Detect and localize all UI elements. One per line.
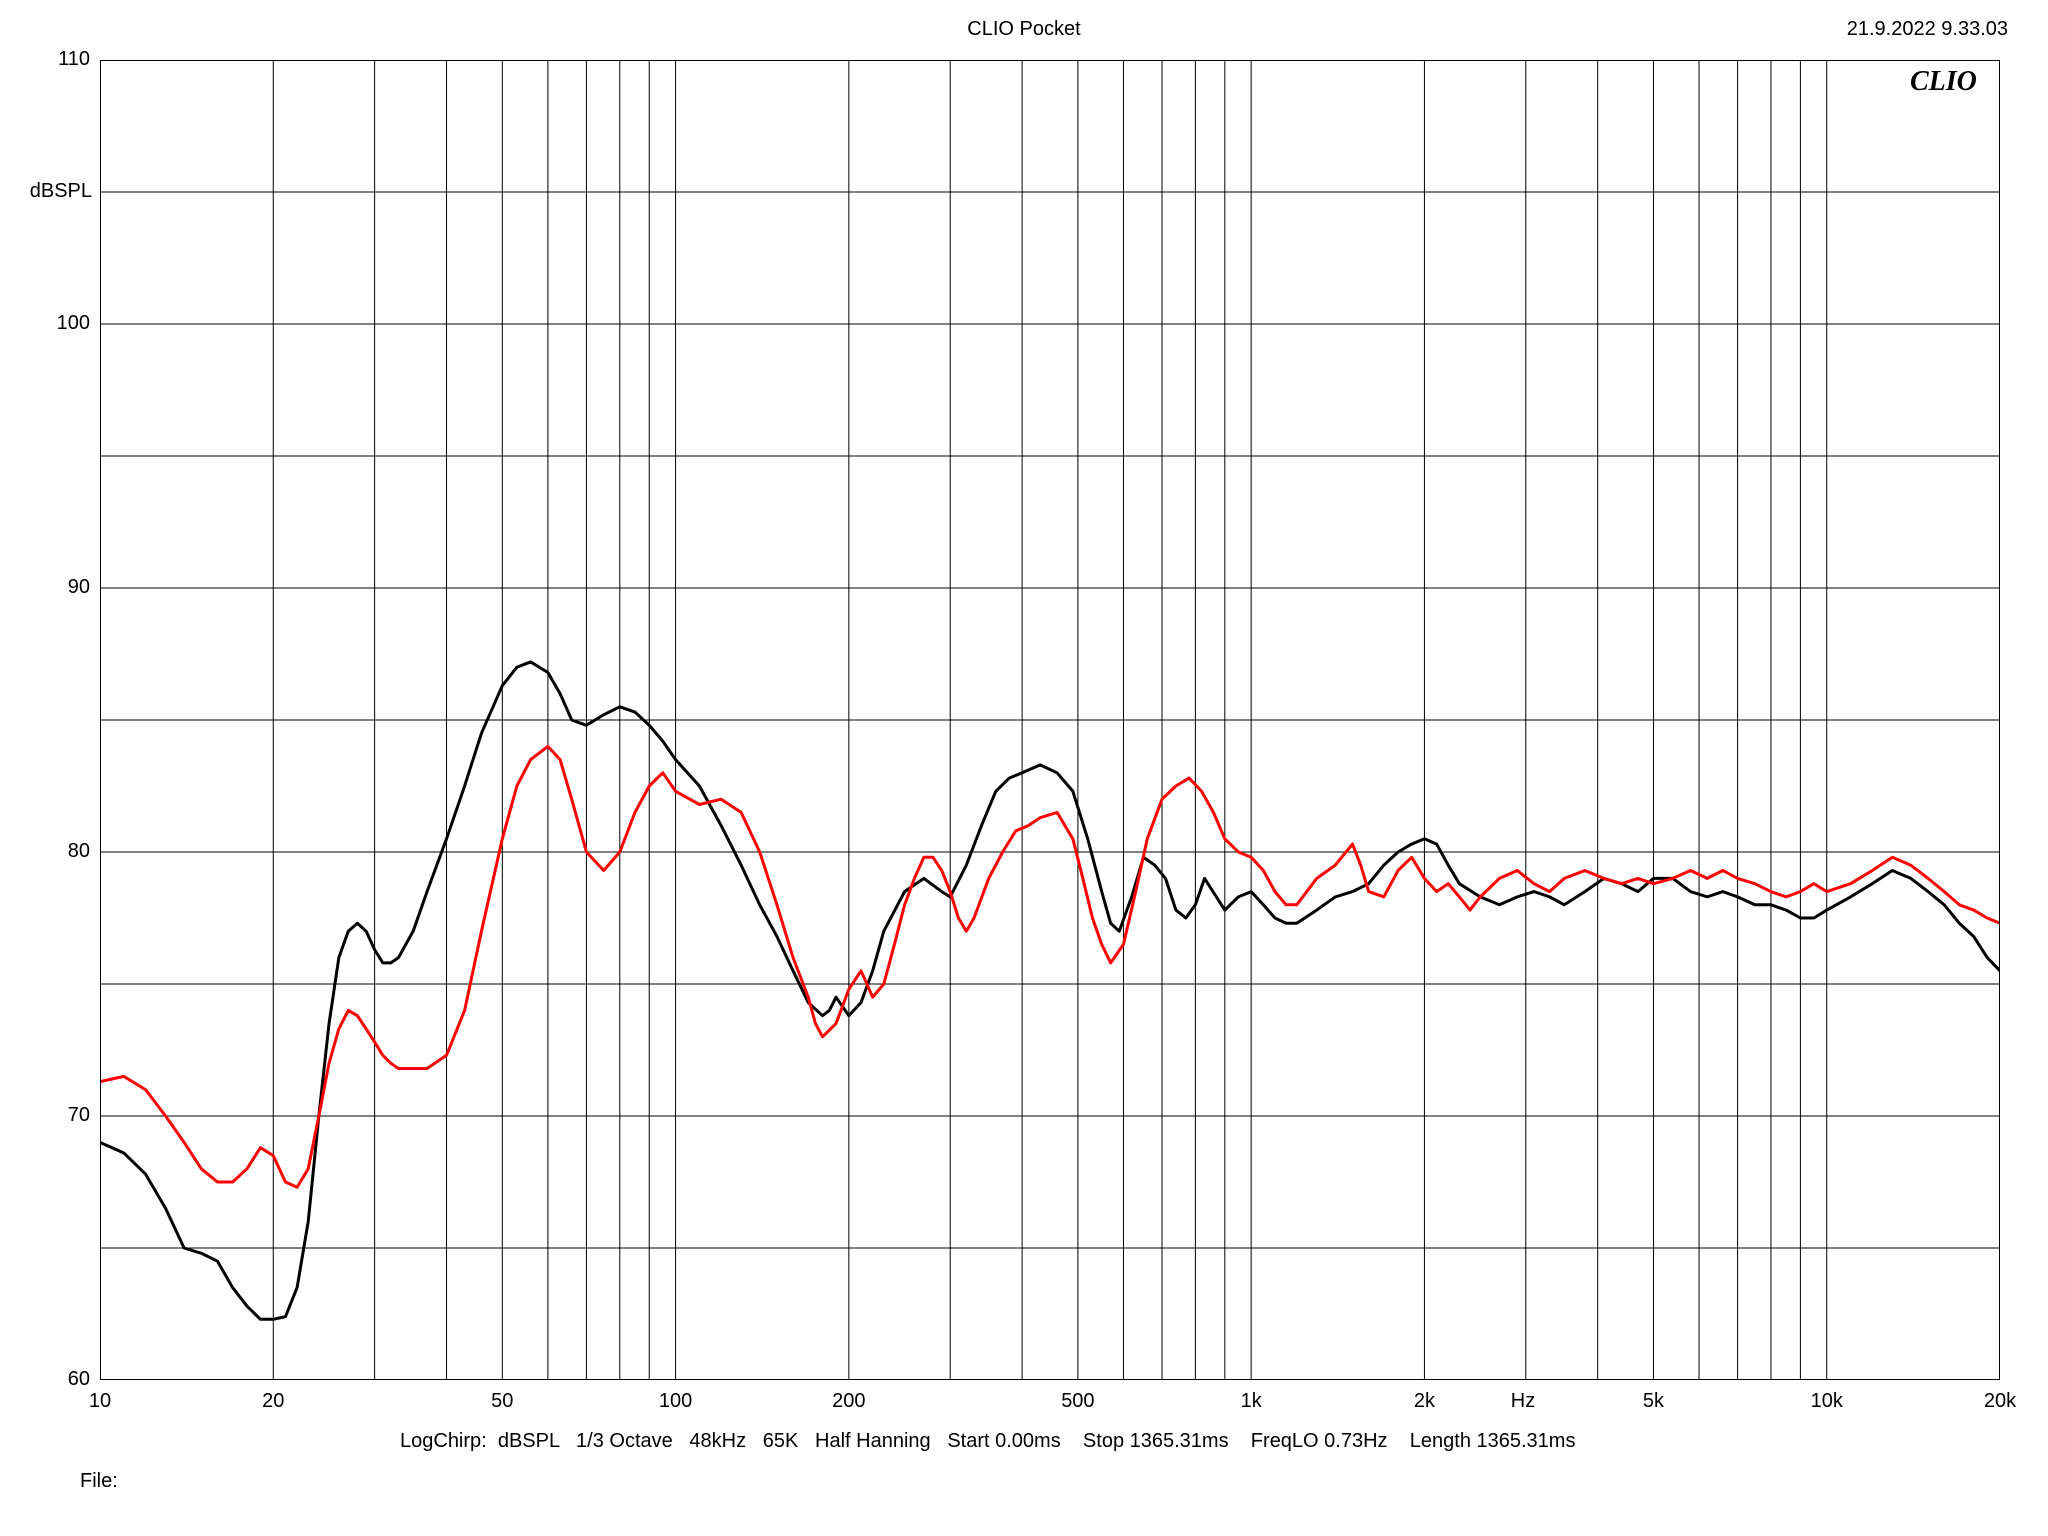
x-tick-label: 50 [491, 1390, 513, 1413]
clio-watermark: CLIO [1910, 66, 1977, 98]
x-axis-unit: Hz [1511, 1390, 1535, 1413]
x-tick-label: 10 [89, 1390, 111, 1413]
y-tick-label: 110 [20, 48, 90, 71]
file-label: File: [80, 1470, 118, 1493]
x-tick-label: 500 [1061, 1390, 1094, 1413]
x-tick-label: 5k [1643, 1390, 1664, 1413]
y-tick-label: 60 [20, 1368, 90, 1391]
y-tick-label: 90 [20, 576, 90, 599]
x-tick-label: 2k [1414, 1390, 1435, 1413]
x-tick-label: 10k [1811, 1390, 1843, 1413]
y-tick-label: 80 [20, 840, 90, 863]
measurement-parameters: LogChirp: dBSPL 1/3 Octave 48kHz 65K Hal… [400, 1430, 1575, 1453]
y-tick-label: 70 [20, 1104, 90, 1127]
y-tick-label: 100 [20, 312, 90, 335]
chart-title: CLIO Pocket [0, 18, 2048, 41]
x-tick-label: 200 [832, 1390, 865, 1413]
x-tick-label: 100 [659, 1390, 692, 1413]
y-axis-unit: dBSPL [20, 180, 92, 203]
frequency-response-chart [100, 60, 2000, 1380]
x-tick-label: 1k [1241, 1390, 1262, 1413]
x-tick-label: 20 [262, 1390, 284, 1413]
timestamp: 21.9.2022 9.33.03 [1847, 18, 2008, 41]
x-tick-label: 20k [1984, 1390, 2016, 1413]
